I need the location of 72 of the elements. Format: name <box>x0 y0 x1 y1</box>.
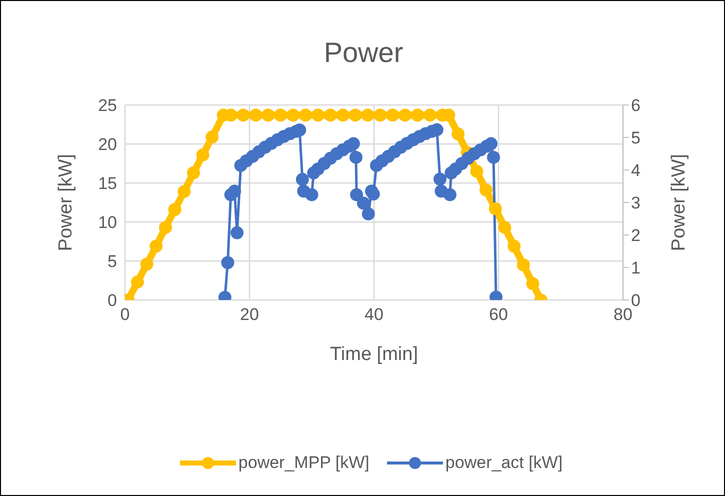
point <box>286 108 300 122</box>
point <box>516 258 530 272</box>
point <box>366 188 380 201</box>
y2-tick-label: 2 <box>631 226 640 246</box>
point <box>433 172 446 186</box>
point <box>168 203 182 216</box>
point <box>362 207 375 220</box>
point <box>487 150 500 164</box>
point <box>443 188 456 202</box>
y2-tick-label: 5 <box>631 128 640 148</box>
point <box>249 108 262 122</box>
legend-label: power_act [kW] <box>445 453 563 473</box>
point <box>221 256 234 270</box>
y2-axis-title: Power [kW] <box>668 154 690 252</box>
x-tick-label: 80 <box>614 305 632 324</box>
point <box>374 108 387 122</box>
point <box>262 108 275 122</box>
point <box>299 108 312 122</box>
point <box>178 185 191 198</box>
point <box>398 108 412 122</box>
y2-tick-label: 4 <box>631 161 640 180</box>
chart-title: Power <box>322 37 404 69</box>
point <box>508 240 521 253</box>
x-tick-label: 0 <box>120 305 130 324</box>
x-axis-title: Time [min] <box>330 344 418 365</box>
y2-tick-label: 1 <box>631 258 640 278</box>
point <box>228 184 242 198</box>
y2-tick-label: 3 <box>631 194 640 213</box>
point <box>361 108 374 122</box>
point <box>349 150 362 164</box>
x-tick-label: 60 <box>489 305 508 324</box>
y-tick-label: 5 <box>108 252 117 272</box>
point <box>526 277 540 290</box>
y-tick-label: 10 <box>98 213 117 232</box>
point <box>206 130 219 144</box>
point <box>350 188 364 202</box>
point <box>296 172 309 186</box>
point <box>424 108 437 122</box>
point <box>236 108 250 122</box>
point <box>140 258 154 271</box>
y2-tick-label: 6 <box>631 96 640 116</box>
y-tick-label: 25 <box>98 96 117 116</box>
y-tick-label: 0 <box>108 291 117 310</box>
y-axis-title: Power [kW] <box>56 154 77 252</box>
point <box>196 148 210 162</box>
point <box>386 108 400 122</box>
y-tick-label: 20 <box>98 135 117 154</box>
point <box>336 108 350 122</box>
point <box>356 196 370 210</box>
point <box>230 226 244 240</box>
point <box>150 240 163 253</box>
point <box>346 137 360 150</box>
point <box>411 108 424 122</box>
point <box>470 164 484 178</box>
point <box>488 202 502 216</box>
point <box>480 184 493 197</box>
point <box>130 276 144 289</box>
point <box>348 108 362 122</box>
point <box>186 166 200 180</box>
x-tick-label: 40 <box>364 305 384 324</box>
point <box>324 108 337 122</box>
point <box>158 220 172 234</box>
y-tick-label: 15 <box>98 174 117 194</box>
point <box>484 137 498 150</box>
point <box>498 220 512 234</box>
point <box>452 127 465 140</box>
x-tick-label: 20 <box>240 305 259 324</box>
point <box>305 188 318 202</box>
y2-tick-label: 0 <box>631 291 640 310</box>
legend-label: power_MPP [kW] <box>238 453 370 473</box>
point <box>311 108 324 122</box>
point <box>274 108 288 122</box>
